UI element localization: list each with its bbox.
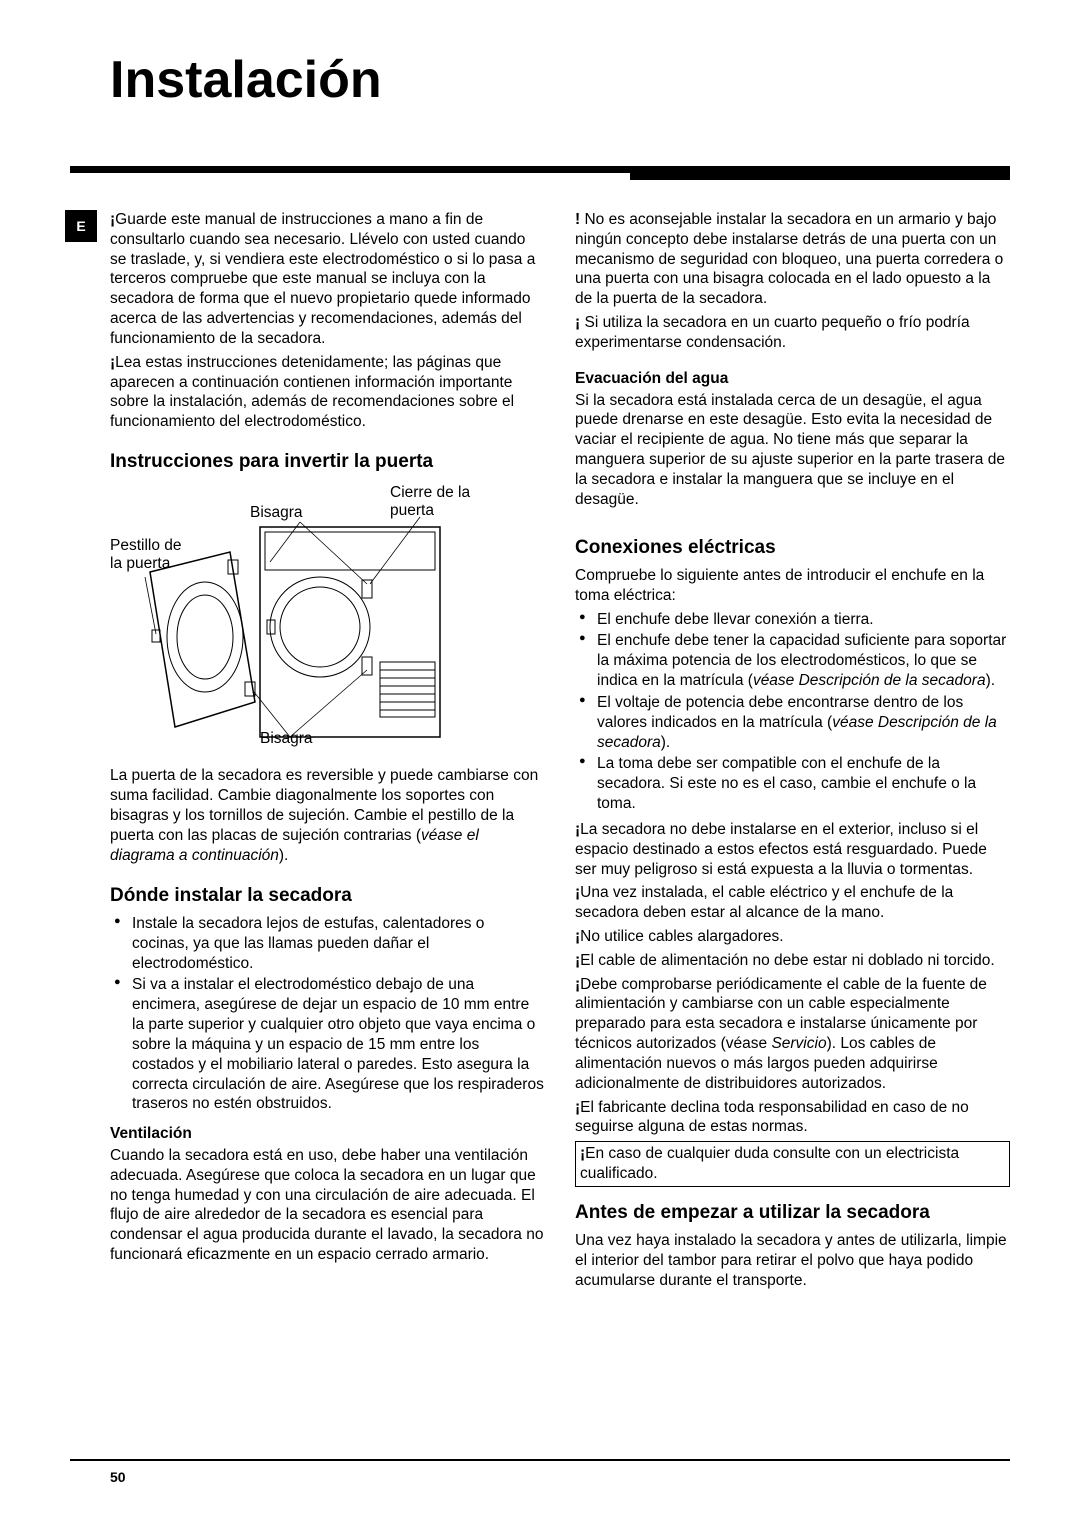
elec-p1-text: La secadora no debe instalarse en el ext… xyxy=(575,821,987,878)
reverse-door-body: La puerta de la secadora es reversible y… xyxy=(110,766,545,865)
elec-p4-text: El cable de alimentación no debe estar n… xyxy=(580,952,994,969)
door-diagram-svg xyxy=(110,482,510,752)
warn1-text: No es aconsejable instalar la secadora e… xyxy=(575,211,1003,307)
diagram-label-bisagra-bottom: Bisagra xyxy=(260,730,313,748)
elec-p6: ¡El fabricante declina toda responsabili… xyxy=(575,1098,1010,1138)
column-right: ! No es aconsejable instalar la secadora… xyxy=(575,210,1010,1295)
li-text-c: ). xyxy=(661,734,670,751)
li-text-c: ). xyxy=(986,672,995,689)
elec-p6-text: El fabricante declina toda responsabilid… xyxy=(575,1099,969,1136)
where-install-list: Instale la secadora lejos de estufas, ca… xyxy=(110,914,545,1114)
rule-thin xyxy=(70,166,630,173)
heading-before-use: Antes de empezar a utilizar la secadora xyxy=(575,1201,1010,1225)
li-text: La toma debe ser compatible con el enchu… xyxy=(597,755,976,812)
warning-1: ! No es aconsejable instalar la secadora… xyxy=(575,210,1010,309)
list-item: El enchufe debe tener la capacidad sufic… xyxy=(575,631,1010,690)
li-text-b: véase Descripción de la secadora xyxy=(753,672,986,689)
electrical-intro: Compruebe lo siguiente antes de introduc… xyxy=(575,566,1010,606)
elec-p3: ¡No utilice cables alargadores. xyxy=(575,927,1010,947)
warning-2: ¡ Si utiliza la secadora en un cuarto pe… xyxy=(575,313,1010,353)
intro2-text: Lea estas instrucciones detenidamente; l… xyxy=(110,354,514,430)
before-use-body: Una vez haya instalado la secadora y ant… xyxy=(575,1231,1010,1290)
rule-thick xyxy=(630,166,1010,180)
intro-paragraph-1: ¡Guarde este manual de instrucciones a m… xyxy=(110,210,545,349)
elec-p1: ¡La secadora no debe instalarse en el ex… xyxy=(575,820,1010,879)
diagram-label-bisagra-top: Bisagra xyxy=(250,504,303,522)
elec-p5b: Servicio xyxy=(771,1035,826,1052)
elec-p2: ¡Una vez instalada, el cable eléctrico y… xyxy=(575,883,1010,923)
content-columns: E ¡Guarde este manual de instrucciones a… xyxy=(110,210,1010,1295)
heading-where-install: Dónde instalar la secadora xyxy=(110,884,545,908)
list-item: Instale la secadora lejos de estufas, ca… xyxy=(110,914,545,973)
column-left: ¡Guarde este manual de instrucciones a m… xyxy=(110,210,545,1295)
heading-electrical: Conexiones eléctricas xyxy=(575,536,1010,560)
door-diagram: Pestillo de la puerta Bisagra Cierre de … xyxy=(110,482,510,752)
intro-paragraph-2: ¡Lea estas instrucciones detenidamente; … xyxy=(110,353,545,432)
heading-water-drain: Evacuación del agua xyxy=(575,369,1010,389)
diagram-label-pestillo: Pestillo de la puerta xyxy=(110,537,200,573)
ventilation-body: Cuando la secadora está en uso, debe hab… xyxy=(110,1146,545,1265)
warn2-text: Si utiliza la secadora en un cuarto pequ… xyxy=(575,314,970,351)
elec-box-text: En caso de cualquier duda consulte con u… xyxy=(580,1145,959,1182)
electrical-list: El enchufe debe llevar conexión a tierra… xyxy=(575,610,1010,814)
li-text: El enchufe debe llevar conexión a tierra… xyxy=(597,611,874,628)
list-item: Si va a instalar el electrodoméstico deb… xyxy=(110,975,545,1114)
reverse-body-c: ). xyxy=(279,847,288,864)
diagram-label-cierre: Cierre de la puerta xyxy=(390,484,470,520)
heading-ventilation: Ventilación xyxy=(110,1124,545,1144)
language-badge: E xyxy=(65,210,97,242)
elec-p3-text: No utilice cables alargadores. xyxy=(580,928,783,945)
list-item: El voltaje de potencia debe encontrarse … xyxy=(575,693,1010,752)
list-item: La toma debe ser compatible con el enchu… xyxy=(575,754,1010,813)
electrical-note-box: ¡En caso de cualquier duda consulte con … xyxy=(575,1141,1010,1187)
water-drain-body: Si la secadora está instalada cerca de u… xyxy=(575,391,1010,510)
elec-p5: ¡Debe comprobarse periódicamente el cabl… xyxy=(575,975,1010,1094)
heading-reverse-door: Instrucciones para invertir la puerta xyxy=(110,450,545,474)
intro1-text: Guarde este manual de instrucciones a ma… xyxy=(110,211,535,347)
elec-p2-text: Una vez instalada, el cable eléctrico y … xyxy=(575,884,953,921)
page-number: 50 xyxy=(110,1469,126,1485)
page-title: Instalación xyxy=(110,50,1010,110)
header-rule xyxy=(70,166,1010,180)
elec-p4: ¡El cable de alimentación no debe estar … xyxy=(575,951,1010,971)
footer-rule xyxy=(70,1459,1010,1461)
list-item: El enchufe debe llevar conexión a tierra… xyxy=(575,610,1010,630)
